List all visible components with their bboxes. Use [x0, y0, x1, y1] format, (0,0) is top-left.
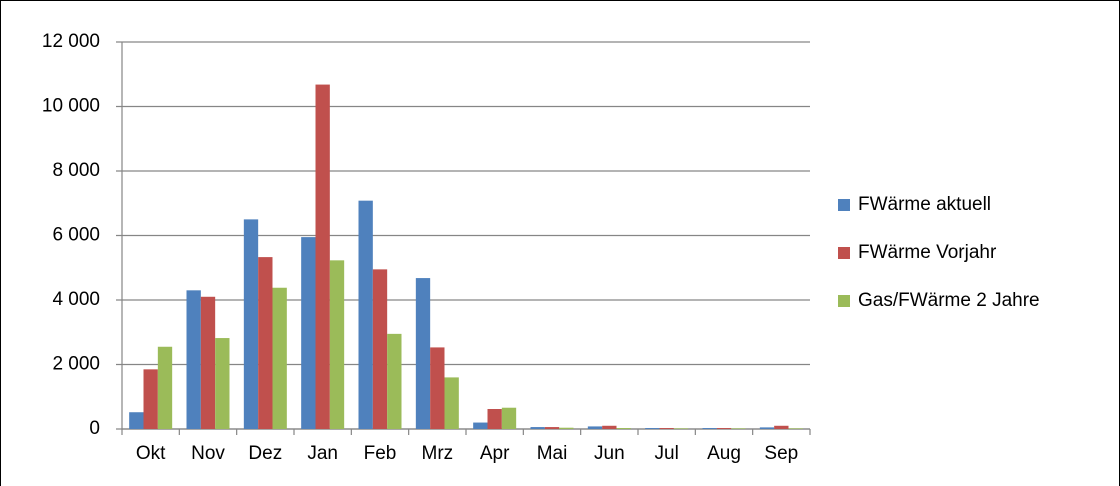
bar — [315, 84, 330, 429]
bar — [157, 346, 173, 429]
bar — [759, 427, 775, 429]
bar — [473, 422, 488, 429]
bar — [645, 428, 660, 429]
bar — [143, 369, 158, 429]
x-tick-label: Aug — [707, 443, 741, 464]
bar — [602, 425, 617, 429]
bar — [301, 237, 316, 429]
bar — [616, 428, 631, 429]
legend-swatch — [838, 247, 850, 259]
bar — [415, 278, 431, 429]
bar — [659, 428, 674, 429]
bar — [774, 425, 789, 429]
bar — [501, 407, 517, 429]
bar — [272, 287, 287, 429]
bar — [444, 377, 459, 429]
bar — [200, 296, 216, 429]
bar — [215, 338, 230, 429]
bar — [559, 427, 574, 429]
x-tick-label: Feb — [364, 443, 397, 464]
bar — [487, 409, 502, 429]
x-tick-label: Dez — [248, 443, 282, 464]
bar — [372, 269, 388, 429]
x-tick-label: Mrz — [422, 443, 454, 464]
bar — [587, 426, 603, 429]
y-tick-label: 12 000 — [42, 31, 100, 52]
y-tick-label: 2 000 — [52, 354, 100, 375]
x-tick-label: Nov — [191, 443, 225, 464]
bar — [731, 428, 746, 429]
legend-label: FWärme aktuell — [858, 194, 991, 215]
bar — [702, 428, 717, 429]
x-tick-label: Okt — [136, 443, 166, 464]
bar — [788, 428, 803, 429]
bar — [129, 412, 144, 429]
x-tick-label: Jan — [307, 443, 338, 464]
bar — [544, 427, 560, 429]
y-tick-label: 6 000 — [52, 225, 100, 246]
bar — [716, 428, 732, 429]
bar — [243, 219, 259, 429]
bar — [430, 347, 445, 429]
legend-swatch — [838, 199, 850, 211]
x-tick-label: Apr — [480, 443, 510, 464]
bar — [387, 333, 402, 429]
bar — [530, 427, 545, 429]
legend-label: FWärme Vorjahr — [858, 242, 997, 263]
x-tick-label: Jul — [655, 443, 679, 464]
y-tick-label: 4 000 — [52, 289, 100, 310]
x-tick-label: Sep — [764, 443, 798, 464]
y-tick-label: 0 — [89, 418, 100, 439]
bar — [329, 260, 345, 429]
x-tick-label: Mai — [537, 443, 568, 464]
legend-label: Gas/FWärme 2 Jahre — [858, 290, 1040, 311]
bar — [186, 290, 201, 429]
bar — [358, 200, 373, 429]
legend-swatch — [838, 295, 850, 307]
y-tick-label: 8 000 — [52, 160, 100, 181]
bar — [258, 257, 273, 429]
bar — [673, 428, 689, 429]
y-tick-label: 10 000 — [42, 96, 100, 117]
x-tick-label: Jun — [594, 443, 625, 464]
